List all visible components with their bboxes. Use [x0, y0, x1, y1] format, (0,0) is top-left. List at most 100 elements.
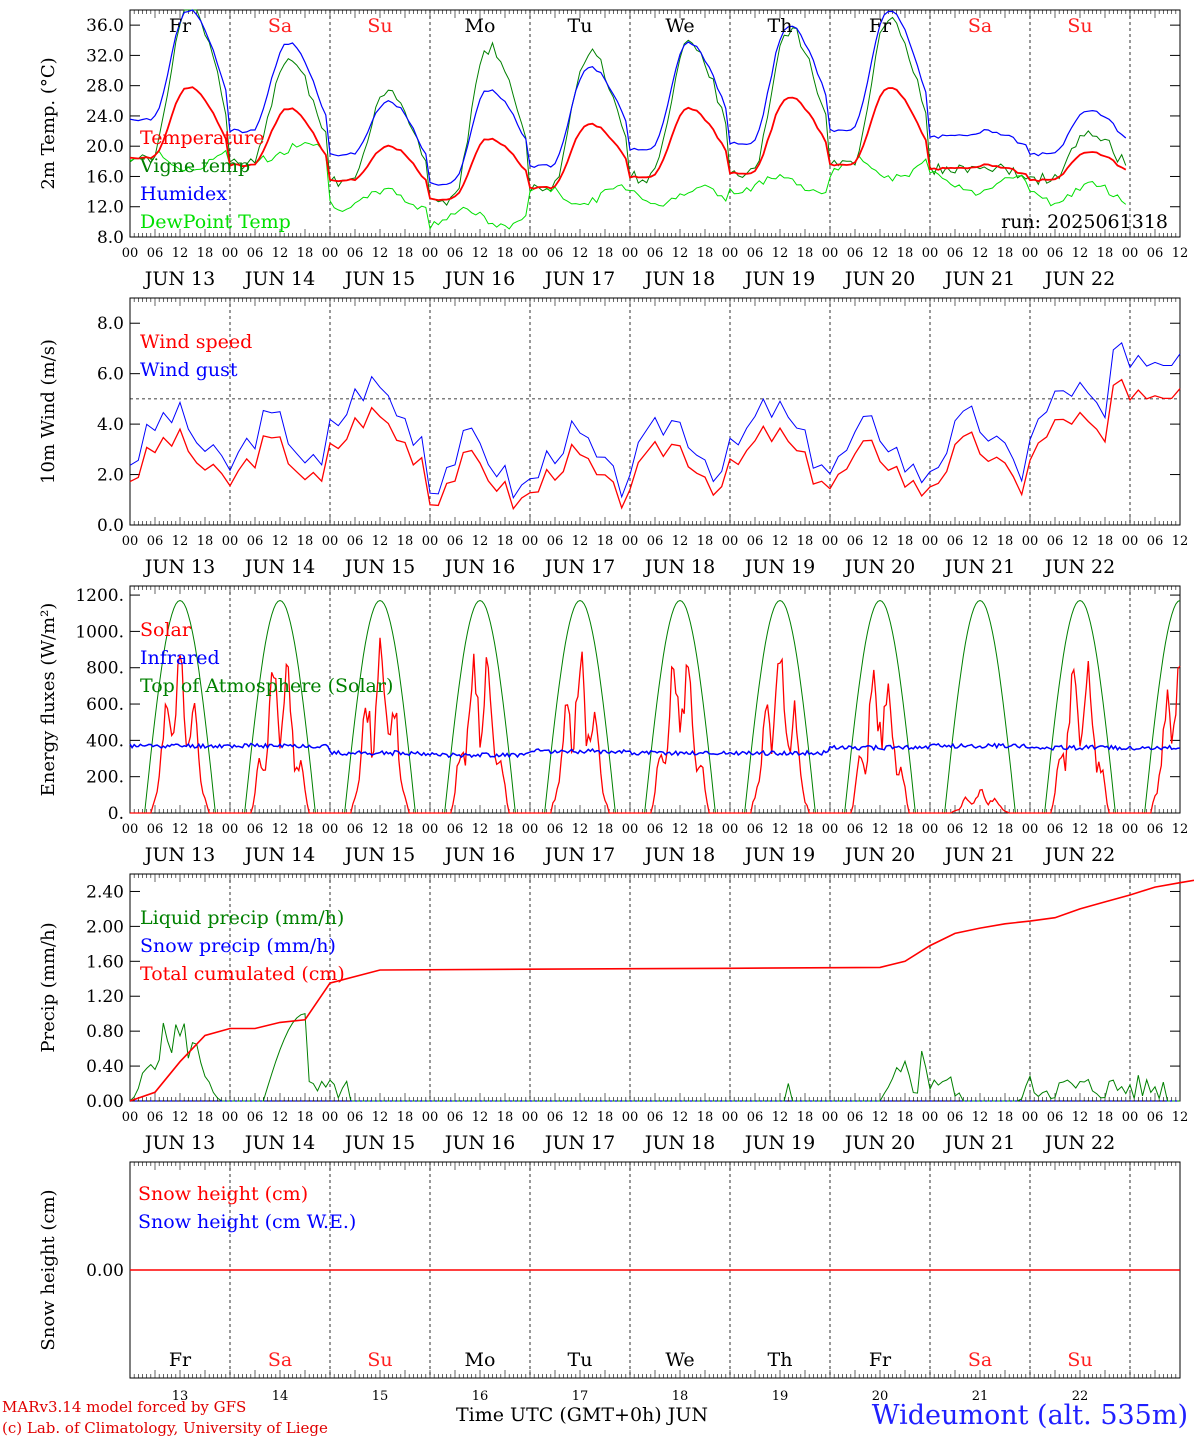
hour-tick-label: 12	[1172, 1110, 1189, 1125]
hour-tick-label: 00	[822, 534, 839, 549]
hour-tick-label: 00	[1122, 534, 1139, 549]
weekday-label: Tu	[568, 1349, 593, 1371]
y-tick-label: 200.	[86, 768, 124, 788]
hour-tick-label: 06	[1047, 822, 1064, 837]
hour-tick-label: 18	[597, 1110, 614, 1125]
y-tick-label: 0.0	[97, 516, 124, 536]
legend-total-cumulated-cm-: Total cumulated (cm)	[140, 963, 345, 985]
hour-tick-label: 12	[872, 246, 889, 261]
hour-tick-label: 00	[622, 246, 639, 261]
hour-tick-label: 18	[397, 534, 414, 549]
hour-tick-label: 18	[897, 534, 914, 549]
weekday-label: Mo	[465, 1349, 496, 1371]
hour-tick-label: 18	[497, 822, 514, 837]
hour-tick-label: 18	[497, 534, 514, 549]
hour-tick-label: 06	[647, 822, 664, 837]
y-tick-label: 20.0	[86, 137, 124, 157]
y-axis-label: 2m Temp. (°C)	[38, 57, 59, 189]
hour-tick-label: 18	[197, 246, 214, 261]
hour-tick-label: 06	[547, 246, 564, 261]
hour-tick-label: 06	[847, 534, 864, 549]
hour-tick-label: 12	[172, 822, 189, 837]
hour-tick-label: 18	[897, 822, 914, 837]
hour-tick-label: 06	[447, 822, 464, 837]
hour-tick-label: 00	[1022, 1110, 1039, 1125]
hour-tick-label: 06	[947, 246, 964, 261]
hour-tick-label: 18	[397, 822, 414, 837]
y-tick-label: 0.00	[86, 1261, 124, 1281]
y-tick-label: 2.40	[86, 882, 124, 902]
date-label: JUN 22	[1043, 556, 1115, 578]
date-label: JUN 17	[543, 268, 615, 290]
weekday-label: Su	[367, 15, 392, 37]
hour-tick-label: 00	[622, 1110, 639, 1125]
station-title: Wideumont (alt. 535m)	[871, 1400, 1188, 1431]
day-number-label: 22	[1072, 1389, 1089, 1404]
hour-tick-label: 00	[222, 246, 239, 261]
hour-tick-label: 18	[897, 1110, 914, 1125]
y-tick-label: 8.0	[97, 314, 124, 334]
hour-tick-label: 18	[197, 1110, 214, 1125]
model-credit: MARv3.14 model forced by GFS	[2, 1398, 247, 1416]
date-label: JUN 15	[343, 556, 415, 578]
hour-tick-label: 18	[297, 822, 314, 837]
hour-tick-label: 12	[172, 246, 189, 261]
hour-tick-label: 18	[597, 246, 614, 261]
date-label: JUN 18	[643, 268, 715, 290]
y-tick-label: 6.0	[97, 365, 124, 385]
weekday-label: Tu	[568, 15, 593, 37]
hour-tick-label: 00	[1022, 822, 1039, 837]
hour-tick-label: 12	[772, 534, 789, 549]
weekday-label: Sa	[268, 15, 292, 37]
series-wind-speed	[129, 378, 1181, 511]
weekday-label: We	[665, 1349, 694, 1371]
weekday-label: Fr	[169, 1349, 192, 1371]
hour-tick-label: 06	[347, 822, 364, 837]
run-label: run: 2025061318	[1001, 211, 1168, 233]
hour-tick-label: 06	[147, 246, 164, 261]
hour-tick-label: 00	[422, 534, 439, 549]
hour-tick-label: 00	[522, 1110, 539, 1125]
hour-tick-label: 12	[972, 1110, 989, 1125]
weekday-label: Su	[367, 1349, 392, 1371]
hour-tick-label: 00	[322, 822, 339, 837]
series-dewpoint-temp	[129, 141, 1127, 231]
hour-tick-label: 00	[1122, 246, 1139, 261]
hour-tick-label: 18	[297, 534, 314, 549]
y-tick-label: 0.	[108, 804, 124, 824]
hour-tick-label: 18	[697, 1110, 714, 1125]
hour-tick-label: 06	[747, 1110, 764, 1125]
y-tick-label: 0.40	[86, 1057, 124, 1077]
hour-tick-label: 18	[697, 246, 714, 261]
y-tick-label: 24.0	[86, 107, 124, 127]
hour-tick-label: 12	[472, 1110, 489, 1125]
y-tick-label: 0.00	[86, 1092, 124, 1112]
hour-tick-label: 12	[972, 822, 989, 837]
hour-tick-label: 18	[1097, 1110, 1114, 1125]
hour-tick-label: 12	[872, 1110, 889, 1125]
hour-tick-label: 12	[1172, 822, 1189, 837]
day-number-label: 19	[772, 1389, 789, 1404]
hour-tick-label: 18	[497, 1110, 514, 1125]
y-axis-label: Energy fluxes (W/m²)	[38, 603, 59, 797]
hour-tick-label: 12	[672, 822, 689, 837]
hour-tick-label: 00	[322, 534, 339, 549]
hour-tick-label: 06	[147, 534, 164, 549]
series-temperature	[129, 86, 1127, 202]
y-tick-label: 12.0	[86, 198, 124, 218]
hour-tick-label: 06	[747, 246, 764, 261]
date-label: JUN 22	[1043, 1132, 1115, 1154]
hour-tick-label: 12	[572, 534, 589, 549]
hour-tick-label: 06	[647, 534, 664, 549]
hour-tick-label: 06	[1147, 822, 1164, 837]
hour-tick-label: 06	[547, 534, 564, 549]
date-label: JUN 18	[643, 556, 715, 578]
legend-wind-speed: Wind speed	[140, 331, 252, 353]
hour-tick-label: 06	[947, 1110, 964, 1125]
series-total-cumulated	[129, 879, 1194, 1102]
hour-tick-label: 12	[472, 822, 489, 837]
hour-tick-label: 06	[947, 822, 964, 837]
hour-tick-label: 18	[797, 1110, 814, 1125]
hour-tick-label: 12	[372, 534, 389, 549]
hour-tick-label: 00	[822, 246, 839, 261]
